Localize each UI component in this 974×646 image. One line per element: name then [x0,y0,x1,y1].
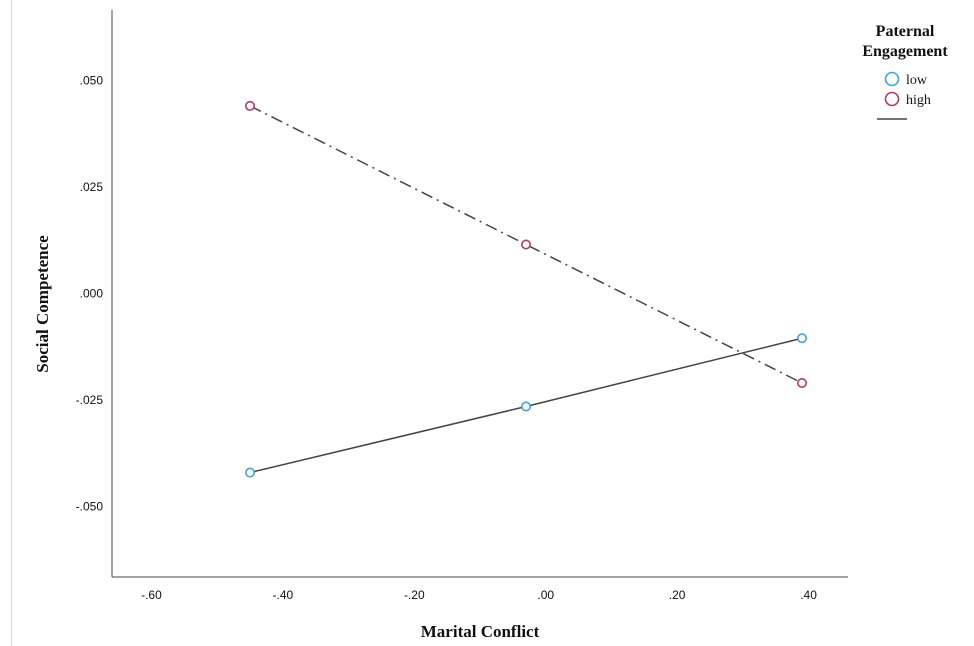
legend-label-high: high [906,93,931,108]
data-point-low [796,333,807,344]
legend-title-line2: Engagement [862,43,948,60]
x-tick-label: .00 [537,588,554,602]
y-tick-label: .000 [80,287,104,301]
data-point-low [245,467,256,478]
legend-title-line1: Paternal [876,23,935,40]
legend-marker-high [884,91,900,107]
y-tick-label: -.050 [76,500,104,514]
legend: Paternal Engagement low high [862,23,948,120]
x-tick-label: -.40 [273,588,294,602]
tick-labels: -.60 -.40 -.20 .00 .20 .40 .050 .025 .000 -.025 -.… [76,73,818,602]
x-tick-label: -.20 [404,588,425,602]
y-tick-label: .050 [80,73,104,87]
data-point-high [245,100,256,111]
legend-marker-low [884,71,900,87]
y-axis-title: Social Competence [33,235,52,373]
data-point-high [796,378,807,389]
x-axis-title: Marital Conflict [421,622,540,641]
x-tick-label: .40 [800,588,817,602]
y-tick-label: .025 [80,180,104,194]
x-tick-label: .20 [669,588,686,602]
x-tick-label: -.60 [141,588,162,602]
legend-label-low: low [906,73,928,88]
y-tick-label: -.025 [76,393,104,407]
plot-area [245,100,807,478]
page-left-border [11,0,12,646]
legend-items: low high [884,71,931,108]
data-point-low [520,401,531,412]
axes [111,10,848,578]
series-line-high [249,105,803,384]
data-point-high [520,239,531,250]
